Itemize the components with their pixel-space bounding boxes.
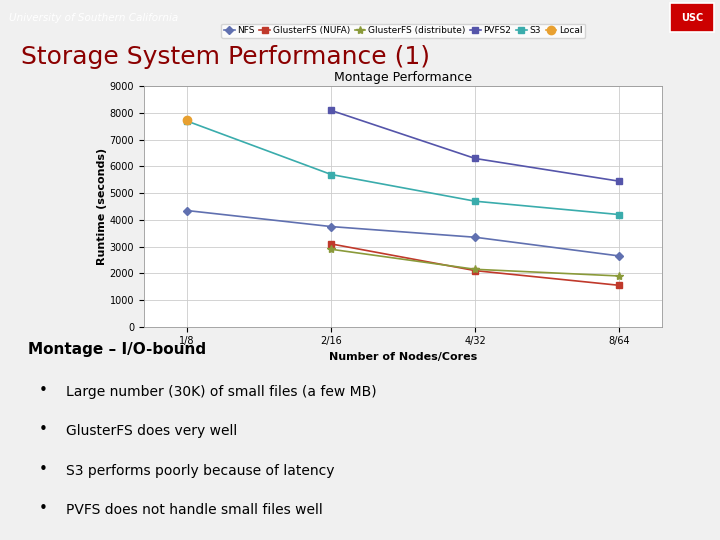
Line: NFS: NFS	[184, 208, 622, 259]
Line: PVFS2: PVFS2	[328, 107, 622, 184]
Text: •: •	[39, 383, 48, 398]
Line: S3: S3	[184, 118, 622, 217]
Text: Large number (30K) of small files (a few MB): Large number (30K) of small files (a few…	[66, 384, 377, 399]
Text: Montage – I/O-bound: Montage – I/O-bound	[28, 342, 207, 357]
S3	[327, 171, 336, 178]
Text: •: •	[39, 422, 48, 437]
Text: •: •	[39, 501, 48, 516]
Text: USC: USC	[681, 12, 703, 23]
FancyBboxPatch shape	[670, 3, 714, 32]
GlusterFS (NUFA)	[615, 282, 624, 288]
NFS	[327, 224, 336, 230]
Text: University of Southern California: University of Southern California	[9, 14, 178, 23]
PVFS2	[327, 107, 336, 113]
PVFS2	[471, 156, 480, 162]
GlusterFS (distribute)	[615, 273, 624, 279]
GlusterFS (NUFA)	[327, 241, 336, 247]
Text: S3 performs poorly because of latency: S3 performs poorly because of latency	[66, 464, 334, 478]
Line: GlusterFS (NUFA): GlusterFS (NUFA)	[328, 241, 622, 288]
NFS	[471, 234, 480, 240]
PVFS2	[615, 178, 624, 185]
NFS	[615, 253, 624, 259]
GlusterFS (distribute)	[327, 246, 336, 253]
S3	[183, 118, 192, 124]
GlusterFS (distribute)	[471, 266, 480, 273]
Y-axis label: Runtime (seconds): Runtime (seconds)	[97, 148, 107, 265]
S3	[615, 211, 624, 218]
Line: GlusterFS (distribute): GlusterFS (distribute)	[327, 245, 624, 280]
Legend: NFS, GlusterFS (NUFA), GlusterFS (distribute), PVFS2, S3, Local: NFS, GlusterFS (NUFA), GlusterFS (distri…	[221, 24, 585, 38]
X-axis label: Number of Nodes/Cores: Number of Nodes/Cores	[329, 352, 477, 362]
Title: Montage Performance: Montage Performance	[334, 71, 472, 84]
Text: GlusterFS does very well: GlusterFS does very well	[66, 424, 237, 438]
Text: Storage System Performance (1): Storage System Performance (1)	[22, 45, 431, 69]
NFS	[183, 207, 192, 214]
S3	[471, 198, 480, 205]
Text: PVFS does not handle small files well: PVFS does not handle small files well	[66, 503, 323, 517]
Text: •: •	[39, 462, 48, 477]
GlusterFS (NUFA)	[471, 267, 480, 274]
